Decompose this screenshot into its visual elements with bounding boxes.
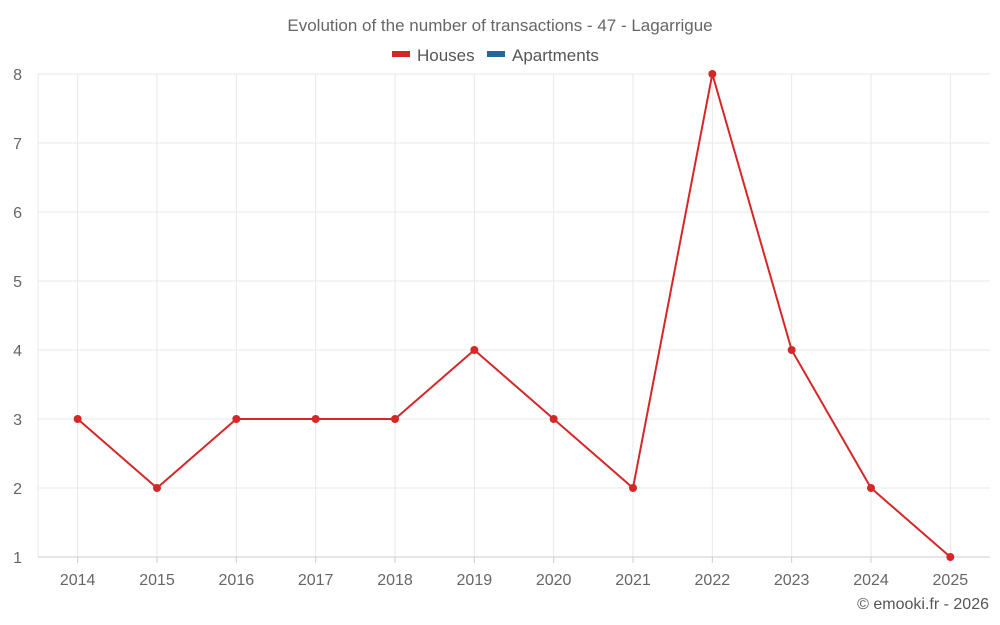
series-houses (73, 70, 955, 561)
x-axis-ticks: 2014 2015 2016 2017 2018 2019 2020 2021 2022 2023… (60, 572, 968, 589)
x-tick-label: 2020 (536, 572, 572, 589)
data-point-2020[interactable] (549, 415, 558, 423)
y-axis-ticks: 1 2 3 4 5 6 7 8 (13, 67, 22, 567)
series-line-houses (77, 73, 951, 558)
legend-swatch-apartments[interactable] (487, 51, 505, 57)
y-tick-label: 3 (13, 412, 22, 429)
data-point-2022[interactable] (708, 70, 717, 78)
x-tick-label: 2024 (853, 572, 889, 589)
grid (37, 73, 990, 557)
data-point-2025[interactable] (946, 553, 955, 561)
legend: Houses Apartments (392, 46, 599, 65)
x-tick-label: 2022 (695, 572, 731, 589)
axes (38, 556, 990, 563)
data-point-2021[interactable] (629, 484, 637, 492)
x-tick-label: 2025 (933, 572, 969, 589)
data-point-2019[interactable] (470, 346, 479, 354)
y-tick-label: 7 (13, 136, 22, 153)
y-tick-label: 5 (13, 274, 22, 291)
x-tick-label: 2021 (615, 572, 651, 589)
y-tick-label: 6 (13, 205, 22, 222)
credit-text: © emooki.fr - 2026 (857, 596, 989, 613)
x-tick-label: 2015 (139, 572, 175, 589)
chart-title: Evolution of the number of transactions … (287, 16, 712, 35)
x-tick-label: 2014 (60, 572, 96, 589)
x-tick-label: 2016 (219, 572, 255, 589)
y-tick-label: 4 (13, 343, 22, 360)
data-point-2015[interactable] (153, 484, 161, 492)
data-point-2024[interactable] (867, 484, 875, 492)
data-point-2017[interactable] (311, 415, 320, 423)
x-tick-label: 2019 (457, 572, 493, 589)
y-tick-label: 1 (13, 550, 22, 567)
data-point-2014[interactable] (73, 415, 82, 423)
legend-label-apartments[interactable]: Apartments (512, 46, 599, 65)
legend-swatch-houses[interactable] (392, 51, 410, 57)
data-point-2016[interactable] (232, 415, 241, 423)
x-tick-label: 2017 (298, 572, 334, 589)
y-tick-label: 8 (13, 67, 22, 84)
data-point-2018[interactable] (391, 415, 399, 423)
legend-label-houses[interactable]: Houses (417, 46, 475, 65)
data-point-2023[interactable] (787, 346, 796, 354)
x-tick-label: 2023 (774, 572, 810, 589)
x-tick-label: 2018 (377, 572, 413, 589)
y-tick-label: 2 (13, 481, 22, 498)
